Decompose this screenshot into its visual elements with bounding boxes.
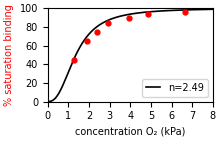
n=2.49 <box>125 14 128 16</box>
n=2.49 <box>145 11 147 13</box>
Legend: n=2.49: n=2.49 <box>142 79 208 97</box>
Line: n=2.49: n=2.49 <box>48 9 213 102</box>
n=2.49 <box>46 101 49 102</box>
n=2.49 <box>182 9 184 11</box>
n=2.49 <box>136 12 138 14</box>
X-axis label: concentration O₂ (kPa): concentration O₂ (kPa) <box>75 127 185 137</box>
n=2.49 <box>207 8 210 10</box>
n=2.49 <box>211 8 214 10</box>
Y-axis label: % saturation binding: % saturation binding <box>4 4 14 106</box>
n=2.49 <box>126 14 128 16</box>
